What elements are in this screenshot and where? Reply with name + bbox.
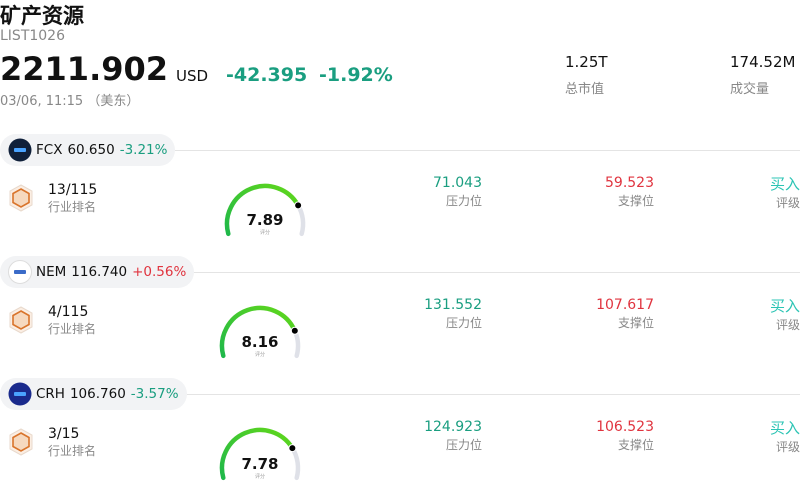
rating-label: 评级 — [775, 440, 800, 454]
logo-mark — [14, 392, 26, 396]
logo — [8, 260, 32, 284]
gauge-value — [219, 427, 295, 481]
code: LIST1026 — [0, 28, 65, 44]
score: 8.16 — [241, 333, 278, 351]
support-label: 支撑位 — [617, 438, 654, 452]
rank-icon — [9, 306, 33, 334]
score-label: 评分 — [255, 473, 265, 480]
stock-price: 106.760 — [69, 386, 126, 402]
support: 106.523 — [596, 419, 654, 435]
rating-label: 评级 — [775, 318, 800, 332]
stock-price: 60.650 — [67, 142, 115, 158]
stock-price: 116.740 — [71, 264, 128, 280]
title: 矿产资源 — [0, 4, 84, 28]
rating: 买入 — [769, 175, 800, 193]
ticker: NEM — [36, 264, 67, 280]
divider — [175, 150, 800, 151]
gauge-value — [219, 305, 298, 359]
gauge-dot — [288, 444, 297, 453]
resistance: 124.923 — [424, 419, 482, 435]
resistance: 71.043 — [433, 175, 482, 191]
rank-label: 行业排名 — [48, 200, 97, 214]
stock-pill[interactable]: FCX 60.650 -3.21% — [0, 134, 176, 166]
ticker: CRH — [36, 386, 65, 402]
hex-inner — [12, 432, 30, 452]
score: 7.78 — [241, 455, 278, 473]
change-pct: -1.92% — [319, 64, 393, 86]
gauge-dot — [294, 201, 303, 210]
resistance-label: 压力位 — [445, 438, 482, 452]
stat-label: 成交量 — [730, 82, 770, 97]
support-label: 支撑位 — [617, 316, 654, 330]
stat-label: 总市值 — [565, 82, 605, 97]
hex-inner — [12, 310, 30, 330]
price: 2211.902 — [0, 50, 169, 88]
rank: 3/15 — [48, 426, 80, 442]
stat-value: 174.52M — [730, 53, 796, 71]
support: 59.523 — [605, 175, 654, 191]
resistance: 131.552 — [424, 297, 482, 313]
logo-mark — [14, 270, 26, 274]
currency: USD — [176, 67, 209, 85]
stock-pill[interactable]: NEM 116.740 +0.56% — [0, 256, 195, 288]
rating: 买入 — [769, 419, 800, 437]
support-label: 支撑位 — [617, 194, 654, 208]
ticker: FCX — [36, 142, 63, 158]
support: 107.617 — [596, 297, 654, 313]
gauge-track — [295, 203, 306, 237]
logo — [8, 382, 32, 406]
resistance-label: 压力位 — [445, 316, 482, 330]
rating-label: 评级 — [775, 196, 800, 210]
logo-mark — [14, 148, 26, 152]
gauge-track — [290, 445, 301, 481]
rank: 4/115 — [48, 304, 89, 320]
score-label: 评分 — [255, 351, 265, 358]
stock-change: +0.56% — [132, 264, 187, 280]
stock-pill[interactable]: CRH 106.760 -3.57% — [0, 378, 187, 410]
rank-icon — [9, 428, 33, 456]
rank-label: 行业排名 — [48, 322, 97, 336]
divider — [194, 272, 800, 273]
gauge-value — [224, 183, 301, 237]
rank-label: 行业排名 — [48, 444, 97, 458]
divider — [187, 394, 800, 395]
resistance-label: 压力位 — [445, 194, 482, 208]
stat-value: 1.25T — [565, 53, 608, 71]
hex-inner — [12, 188, 30, 208]
logo — [8, 138, 32, 162]
stock-change: -3.21% — [119, 142, 168, 158]
rating: 买入 — [769, 297, 800, 315]
rank: 13/115 — [48, 182, 98, 198]
time: 03/06, 11:15 （美东） — [0, 94, 140, 109]
change: -42.395 — [226, 64, 308, 86]
score: 7.89 — [246, 211, 283, 229]
rank-icon — [9, 184, 33, 212]
stock-change: -3.57% — [130, 386, 179, 402]
score-label: 评分 — [260, 229, 270, 236]
gauge-dot — [290, 326, 299, 335]
